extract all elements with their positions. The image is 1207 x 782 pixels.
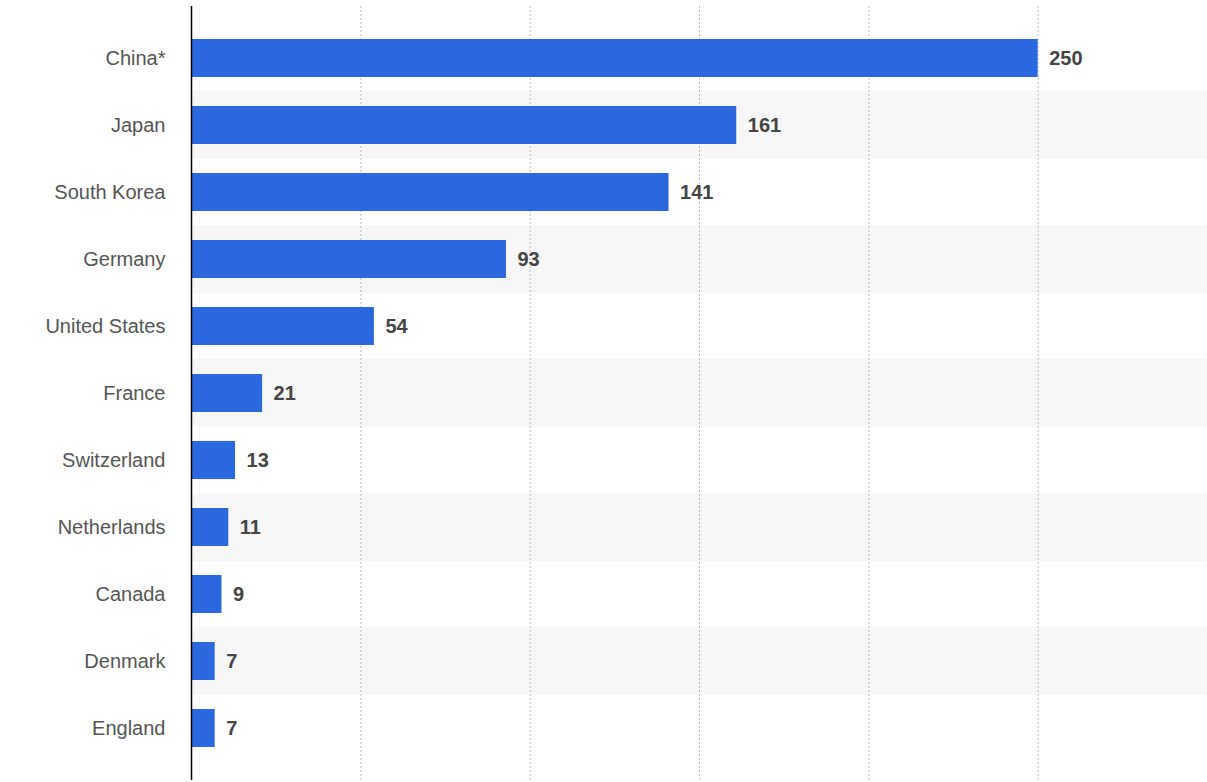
svg-text:161: 161 — [748, 114, 781, 136]
svg-text:Denmark: Denmark — [84, 650, 166, 672]
svg-text:France: France — [103, 382, 165, 404]
svg-text:Netherlands: Netherlands — [58, 516, 166, 538]
svg-text:South Korea: South Korea — [54, 181, 166, 203]
svg-text:Switzerland: Switzerland — [62, 449, 165, 471]
svg-text:93: 93 — [517, 248, 539, 270]
svg-text:13: 13 — [247, 449, 269, 471]
svg-text:Canada: Canada — [95, 583, 166, 605]
svg-text:Germany: Germany — [83, 248, 165, 270]
svg-text:Japan: Japan — [111, 114, 166, 136]
svg-text:11: 11 — [240, 516, 261, 538]
svg-text:China*: China* — [105, 47, 165, 69]
svg-text:United States: United States — [45, 315, 165, 337]
svg-text:141: 141 — [680, 181, 713, 203]
svg-text:England: England — [92, 717, 165, 739]
svg-text:250: 250 — [1049, 47, 1082, 69]
svg-text:21: 21 — [274, 382, 296, 404]
svg-text:54: 54 — [385, 315, 408, 337]
svg-text:7: 7 — [226, 717, 237, 739]
svg-text:9: 9 — [233, 583, 244, 605]
svg-text:7: 7 — [226, 650, 237, 672]
